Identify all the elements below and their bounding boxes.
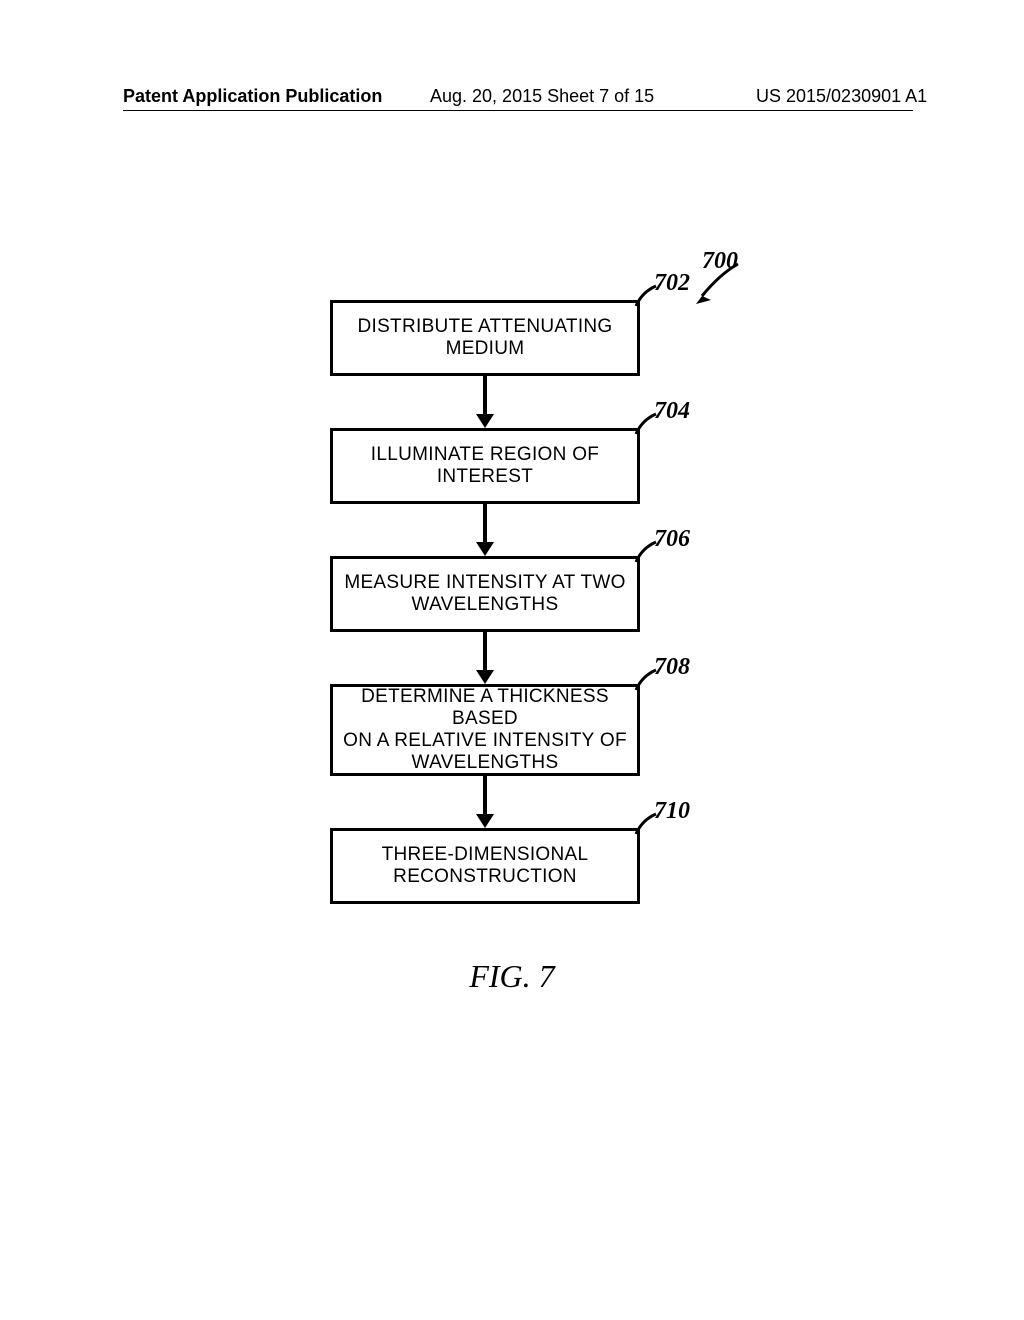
connector-line — [483, 376, 487, 414]
step-text-line: RECONSTRUCTION — [343, 866, 627, 888]
connector-line — [483, 504, 487, 542]
step-text-line: WAVELENGTHS — [343, 752, 627, 774]
step-ref-label: 706 — [654, 526, 690, 553]
step-ref-label: 702 — [654, 270, 690, 297]
step-text-line: MEDIUM — [343, 338, 627, 360]
connector-line — [483, 776, 487, 814]
connector-arrowhead — [476, 542, 494, 556]
header-date-sheet: Aug. 20, 2015 Sheet 7 of 15 — [430, 86, 654, 107]
flowchart-step: DETERMINE A THICKNESS BASEDON A RELATIVE… — [330, 684, 640, 776]
step-text-line: INTEREST — [343, 466, 627, 488]
connector-line — [483, 632, 487, 670]
flowchart-step: MEASURE INTENSITY AT TWOWAVELENGTHS — [330, 556, 640, 632]
step-text-line: MEASURE INTENSITY AT TWO — [343, 572, 627, 594]
step-text-line: DISTRIBUTE ATTENUATING — [343, 316, 627, 338]
step-ref-label: 710 — [654, 798, 690, 825]
step-ref-label: 708 — [654, 654, 690, 681]
step-text-line: THREE-DIMENSIONAL — [343, 844, 627, 866]
connector-arrowhead — [476, 814, 494, 828]
header-publication-number: US 2015/0230901 A1 — [756, 86, 927, 107]
step-text-line: WAVELENGTHS — [343, 594, 627, 616]
flowchart-step: DISTRIBUTE ATTENUATINGMEDIUM — [330, 300, 640, 376]
header-rule — [123, 110, 913, 111]
connector-arrowhead — [476, 670, 494, 684]
overall-ref-label: 700 — [702, 248, 738, 275]
flowchart-step: THREE-DIMENSIONALRECONSTRUCTION — [330, 828, 640, 904]
step-ref-label: 704 — [654, 398, 690, 425]
step-text-line: ON A RELATIVE INTENSITY OF — [343, 730, 627, 752]
figure-caption: FIG. 7 — [0, 958, 1024, 995]
flowchart-step: ILLUMINATE REGION OFINTEREST — [330, 428, 640, 504]
connector-arrowhead — [476, 414, 494, 428]
step-text-line: ILLUMINATE REGION OF — [343, 444, 627, 466]
header-publication-type: Patent Application Publication — [123, 86, 382, 107]
step-text-line: DETERMINE A THICKNESS BASED — [343, 686, 627, 730]
